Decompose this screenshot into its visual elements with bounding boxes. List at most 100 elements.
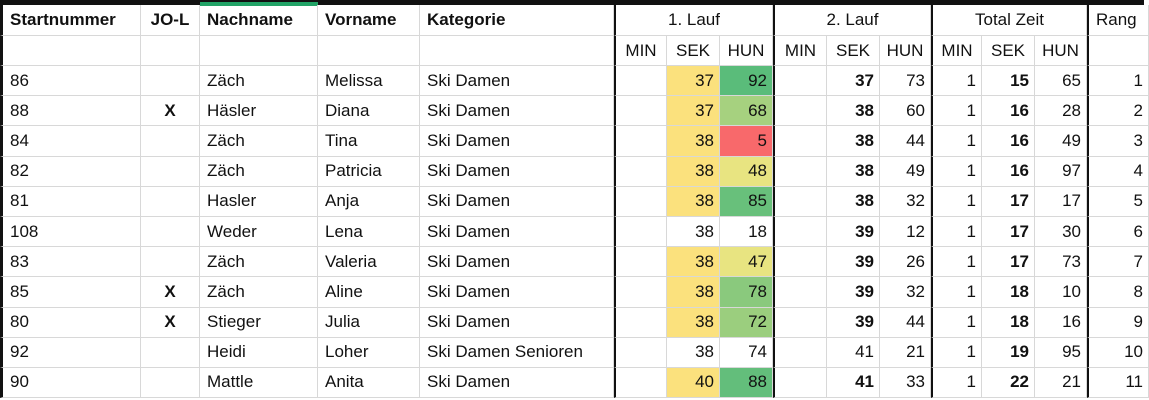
cell-rang[interactable]: 10 [1087, 337, 1149, 368]
cell-lauf1-hun[interactable]: 85 [720, 186, 773, 217]
cell-total-sek[interactable]: 18 [982, 277, 1035, 308]
cell-jol[interactable]: X [141, 307, 200, 338]
cell-nachname[interactable]: Heidi [200, 337, 318, 368]
header-total-sek[interactable]: SEK [982, 36, 1035, 66]
cell-lauf1-min[interactable] [614, 307, 667, 338]
cell-lauf1-sek[interactable]: 38 [667, 337, 720, 368]
cell-total-hun[interactable]: 73 [1035, 247, 1087, 278]
cell-lauf1-sek[interactable]: 38 [667, 156, 720, 187]
cell-startnummer[interactable]: 90 [0, 367, 141, 399]
cell-startnummer[interactable]: 85 [0, 277, 141, 308]
cell-lauf1-min[interactable] [614, 367, 667, 399]
cell-lauf2-min[interactable] [773, 307, 827, 338]
cell-rang[interactable]: 3 [1087, 126, 1149, 157]
cell-lauf2-min[interactable] [773, 96, 827, 127]
cell-lauf2-sek[interactable]: 39 [827, 307, 880, 338]
header-total-hun[interactable]: HUN [1035, 36, 1087, 66]
cell-lauf1-hun[interactable]: 92 [720, 66, 773, 97]
header-kategorie[interactable]: Kategorie [420, 5, 614, 36]
cell-total-sek[interactable]: 16 [982, 156, 1035, 187]
cell-lauf1-min[interactable] [614, 96, 667, 127]
header-lauf1-hun[interactable]: HUN [720, 36, 773, 66]
cell-lauf2-sek[interactable]: 38 [827, 156, 880, 187]
cell-startnummer[interactable]: 82 [0, 156, 141, 187]
cell-empty[interactable] [200, 36, 318, 66]
cell-empty[interactable] [0, 36, 141, 66]
cell-startnummer[interactable]: 92 [0, 337, 141, 368]
cell-lauf1-hun[interactable]: 47 [720, 247, 773, 278]
cell-total-min[interactable]: 1 [931, 186, 982, 217]
cell-kategorie[interactable]: Ski Damen Senioren [420, 337, 614, 368]
cell-lauf1-min[interactable] [614, 247, 667, 278]
cell-total-min[interactable]: 1 [931, 66, 982, 97]
header-startnummer[interactable]: Startnummer [0, 5, 141, 36]
cell-lauf1-sek[interactable]: 37 [667, 96, 720, 127]
cell-kategorie[interactable]: Ski Damen [420, 186, 614, 217]
cell-kategorie[interactable]: Ski Damen [420, 126, 614, 157]
cell-lauf1-sek[interactable]: 38 [667, 247, 720, 278]
cell-nachname[interactable]: Hasler [200, 186, 318, 217]
cell-lauf1-sek[interactable]: 38 [667, 186, 720, 217]
cell-lauf1-sek[interactable]: 38 [667, 126, 720, 157]
cell-lauf2-hun[interactable]: 26 [880, 247, 931, 278]
cell-lauf1-min[interactable] [614, 186, 667, 217]
cell-jol[interactable] [141, 186, 200, 217]
cell-total-sek[interactable]: 22 [982, 367, 1035, 399]
cell-nachname[interactable]: Stieger [200, 307, 318, 338]
cell-jol[interactable] [141, 337, 200, 368]
cell-lauf2-min[interactable] [773, 277, 827, 308]
cell-vorname[interactable]: Anita [318, 367, 420, 399]
cell-vorname[interactable]: Julia [318, 307, 420, 338]
cell-empty[interactable] [318, 36, 420, 66]
cell-jol[interactable] [141, 247, 200, 278]
cell-lauf2-hun[interactable]: 44 [880, 307, 931, 338]
cell-empty[interactable] [1087, 36, 1149, 66]
cell-lauf1-hun[interactable]: 18 [720, 216, 773, 248]
cell-lauf2-hun[interactable]: 49 [880, 156, 931, 187]
cell-lauf2-sek[interactable]: 39 [827, 277, 880, 308]
cell-total-sek[interactable]: 17 [982, 247, 1035, 278]
cell-total-sek[interactable]: 17 [982, 186, 1035, 217]
cell-vorname[interactable]: Aline [318, 277, 420, 308]
header-total-min[interactable]: MIN [931, 36, 982, 66]
cell-lauf1-hun[interactable]: 78 [720, 277, 773, 308]
cell-total-min[interactable]: 1 [931, 156, 982, 187]
cell-vorname[interactable]: Diana [318, 96, 420, 127]
cell-startnummer[interactable]: 84 [0, 126, 141, 157]
cell-jol[interactable] [141, 216, 200, 248]
cell-startnummer[interactable]: 86 [0, 66, 141, 97]
cell-lauf2-min[interactable] [773, 186, 827, 217]
cell-lauf2-hun[interactable]: 32 [880, 186, 931, 217]
cell-nachname[interactable]: Häsler [200, 96, 318, 127]
cell-lauf1-sek[interactable]: 38 [667, 307, 720, 338]
cell-kategorie[interactable]: Ski Damen [420, 156, 614, 187]
cell-vorname[interactable]: Loher [318, 337, 420, 368]
cell-jol[interactable] [141, 126, 200, 157]
cell-lauf1-hun[interactable]: 72 [720, 307, 773, 338]
cell-lauf1-min[interactable] [614, 216, 667, 248]
header-lauf2-sek[interactable]: SEK [827, 36, 880, 66]
cell-nachname[interactable]: Zäch [200, 126, 318, 157]
cell-total-hun[interactable]: 28 [1035, 96, 1087, 127]
cell-lauf2-hun[interactable]: 44 [880, 126, 931, 157]
cell-rang[interactable]: 1 [1087, 66, 1149, 97]
cell-kategorie[interactable]: Ski Damen [420, 66, 614, 97]
cell-lauf2-min[interactable] [773, 126, 827, 157]
cell-total-sek[interactable]: 18 [982, 307, 1035, 338]
cell-nachname[interactable]: Zäch [200, 156, 318, 187]
cell-jol[interactable] [141, 66, 200, 97]
cell-lauf2-min[interactable] [773, 156, 827, 187]
cell-lauf1-min[interactable] [614, 156, 667, 187]
cell-lauf2-hun[interactable]: 12 [880, 216, 931, 248]
cell-lauf2-sek[interactable]: 39 [827, 216, 880, 248]
cell-jol[interactable]: X [141, 96, 200, 127]
cell-rang[interactable]: 2 [1087, 96, 1149, 127]
cell-rang[interactable]: 4 [1087, 156, 1149, 187]
cell-lauf1-hun[interactable]: 88 [720, 367, 773, 399]
cell-total-sek[interactable]: 16 [982, 126, 1035, 157]
cell-lauf1-min[interactable] [614, 66, 667, 97]
cell-rang[interactable]: 8 [1087, 277, 1149, 308]
cell-vorname[interactable]: Melissa [318, 66, 420, 97]
cell-total-hun[interactable]: 30 [1035, 216, 1087, 248]
cell-kategorie[interactable]: Ski Damen [420, 277, 614, 308]
